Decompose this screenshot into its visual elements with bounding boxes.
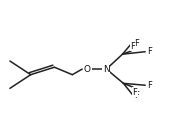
Text: F: F xyxy=(134,38,139,47)
Text: F: F xyxy=(130,42,135,51)
Text: O: O xyxy=(84,65,91,74)
Text: F: F xyxy=(132,88,137,97)
Text: F: F xyxy=(147,81,152,90)
Text: F: F xyxy=(135,91,140,100)
Text: N: N xyxy=(103,65,110,74)
Text: F: F xyxy=(147,47,152,56)
